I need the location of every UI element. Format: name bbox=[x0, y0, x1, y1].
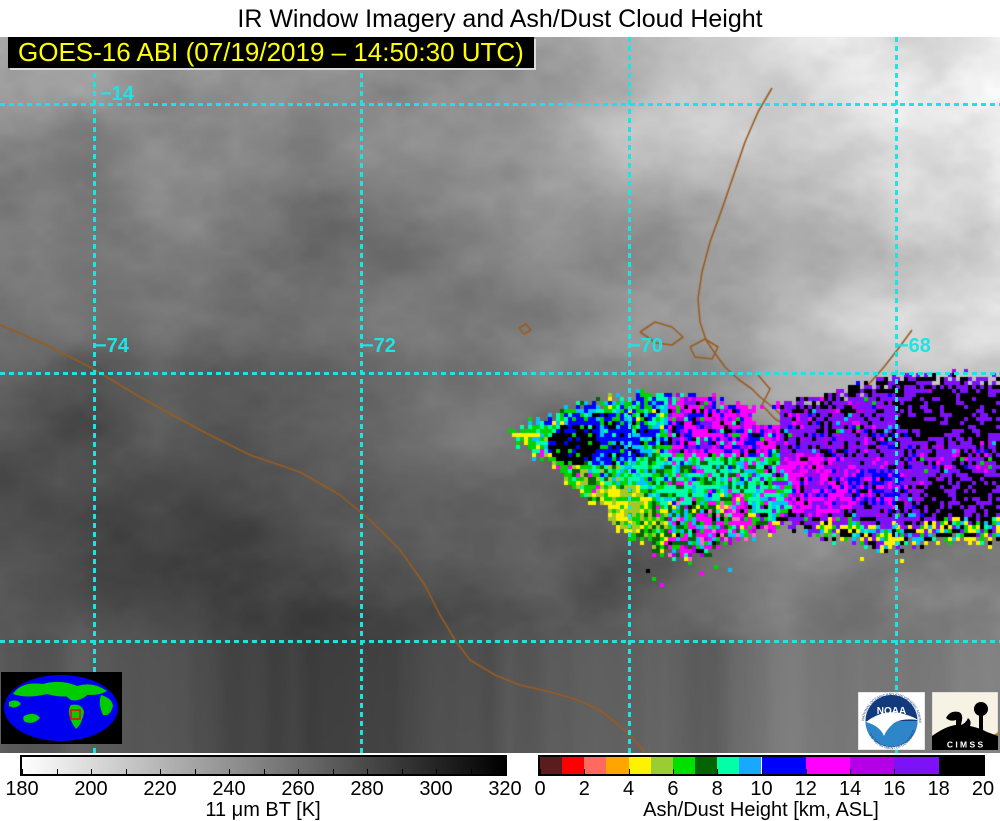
ash-colorbar-segment bbox=[717, 757, 740, 774]
ash-tick bbox=[938, 769, 940, 774]
ash-height-colorbar bbox=[538, 755, 985, 776]
ash-colorbar-segment bbox=[850, 757, 895, 774]
bt-tick-label: 260 bbox=[281, 778, 315, 800]
bt-tick bbox=[298, 769, 299, 774]
coordinate-label: −14 bbox=[100, 83, 134, 105]
ash-tick-label: 2 bbox=[578, 778, 590, 800]
ash-tick-label: 6 bbox=[667, 778, 679, 800]
bt-tick bbox=[367, 769, 368, 774]
ash-colorbar-segment bbox=[761, 757, 806, 774]
bt-tick-label: 240 bbox=[212, 778, 246, 800]
coordinate-label: −72 bbox=[362, 335, 396, 357]
ash-tick-label: 20 bbox=[971, 778, 995, 800]
bt-tick-label: 320 bbox=[488, 778, 522, 800]
ash-colorbar-segment bbox=[672, 757, 696, 774]
bt-tick bbox=[505, 769, 506, 774]
latitude-gridline bbox=[0, 372, 1000, 375]
ash-tick bbox=[672, 769, 674, 774]
ash-tick bbox=[805, 769, 807, 774]
region-marker bbox=[70, 709, 81, 720]
longitude-gridline bbox=[93, 37, 96, 753]
cimss-logo: C I M S S bbox=[932, 692, 998, 750]
ash-tick-label: 4 bbox=[623, 778, 635, 800]
ash-colorbar-caption: Ash/Dust Height [km, ASL] bbox=[643, 799, 879, 821]
bt-tick bbox=[470, 769, 472, 774]
ash-colorbar-segment bbox=[584, 757, 607, 774]
ash-tick-label: 18 bbox=[927, 778, 950, 800]
bt-tick bbox=[194, 769, 196, 774]
ash-tick-label: 14 bbox=[838, 778, 862, 800]
ash-tick-label: 12 bbox=[794, 778, 817, 800]
bt-tick-label: 180 bbox=[5, 778, 39, 800]
ash-colorbar-segment bbox=[938, 757, 983, 774]
ash-tick bbox=[584, 769, 586, 774]
bt-tick bbox=[22, 769, 23, 774]
ash-tick-label: 8 bbox=[711, 778, 723, 800]
bt-tick bbox=[332, 769, 334, 774]
longitude-gridline bbox=[628, 37, 631, 753]
noaa-logo: NOAA NATIONAL OCEANIC AND ATMOSPHERIC AD… bbox=[858, 692, 925, 750]
latitude-gridline bbox=[0, 103, 1000, 106]
bt-tick bbox=[160, 769, 161, 774]
bt-tick bbox=[229, 769, 230, 774]
noaa-gull-icon bbox=[866, 712, 918, 736]
ash-colorbar-segment bbox=[628, 757, 651, 774]
bt-tick-label: 300 bbox=[419, 778, 453, 800]
ash-tick bbox=[983, 769, 984, 774]
bt-tick bbox=[436, 769, 437, 774]
satellite-map-area: −14 −74 −72 −70 −68 GOES-16 ABI (07/19/2019 … bbox=[0, 37, 1000, 753]
ash-colorbar-segment bbox=[805, 757, 851, 774]
ash-colorbar-segment bbox=[695, 757, 718, 774]
coordinate-label: −68 bbox=[897, 335, 931, 357]
noaa-wordmark: NOAA bbox=[877, 706, 906, 717]
ash-colorbar-segment bbox=[894, 757, 939, 774]
ash-colorbar-segment bbox=[739, 757, 762, 774]
satellite-imagery-canvas bbox=[0, 37, 1000, 753]
ash-tick-label: 16 bbox=[883, 778, 906, 800]
cimss-wordmark: C I M S S bbox=[947, 740, 984, 750]
coordinate-label: −70 bbox=[629, 335, 663, 357]
ash-colorbar-segment bbox=[562, 757, 585, 774]
ash-tick-label: 10 bbox=[750, 778, 773, 800]
ash-colorbar-segment bbox=[606, 757, 629, 774]
bt-colorbar-caption: 11 μm BT [K] bbox=[205, 799, 321, 821]
longitude-gridline bbox=[360, 37, 363, 753]
ash-tick bbox=[850, 769, 852, 774]
world-locator-map bbox=[1, 672, 122, 744]
ash-colorbar-segment bbox=[650, 757, 673, 774]
coordinate-label: −74 bbox=[95, 335, 129, 357]
bt-tick bbox=[91, 769, 92, 774]
ash-tick bbox=[894, 769, 896, 774]
bt-tick-label: 220 bbox=[143, 778, 177, 800]
bt-tick-label: 200 bbox=[74, 778, 108, 800]
page-title: IR Window Imagery and Ash/Dust Cloud Hei… bbox=[237, 5, 763, 33]
longitude-gridline bbox=[895, 37, 898, 753]
bt-colorbar bbox=[20, 755, 507, 776]
bt-tick-label: 280 bbox=[350, 778, 384, 800]
bt-tick bbox=[401, 769, 403, 774]
bt-tick bbox=[125, 769, 127, 774]
continents bbox=[9, 681, 113, 729]
ash-tick bbox=[761, 769, 763, 774]
ash-tick bbox=[540, 769, 541, 774]
ash-tick-label: 0 bbox=[534, 778, 546, 800]
ash-colorbar-segment bbox=[540, 757, 563, 774]
goes-timestamp-label: GOES-16 ABI (07/19/2019 – 14:50:30 UTC) bbox=[8, 37, 534, 68]
bt-tick bbox=[56, 769, 58, 774]
ash-tick bbox=[628, 769, 630, 774]
latitude-gridline bbox=[0, 640, 1000, 643]
ash-tick bbox=[717, 769, 719, 774]
bt-tick bbox=[263, 769, 265, 774]
